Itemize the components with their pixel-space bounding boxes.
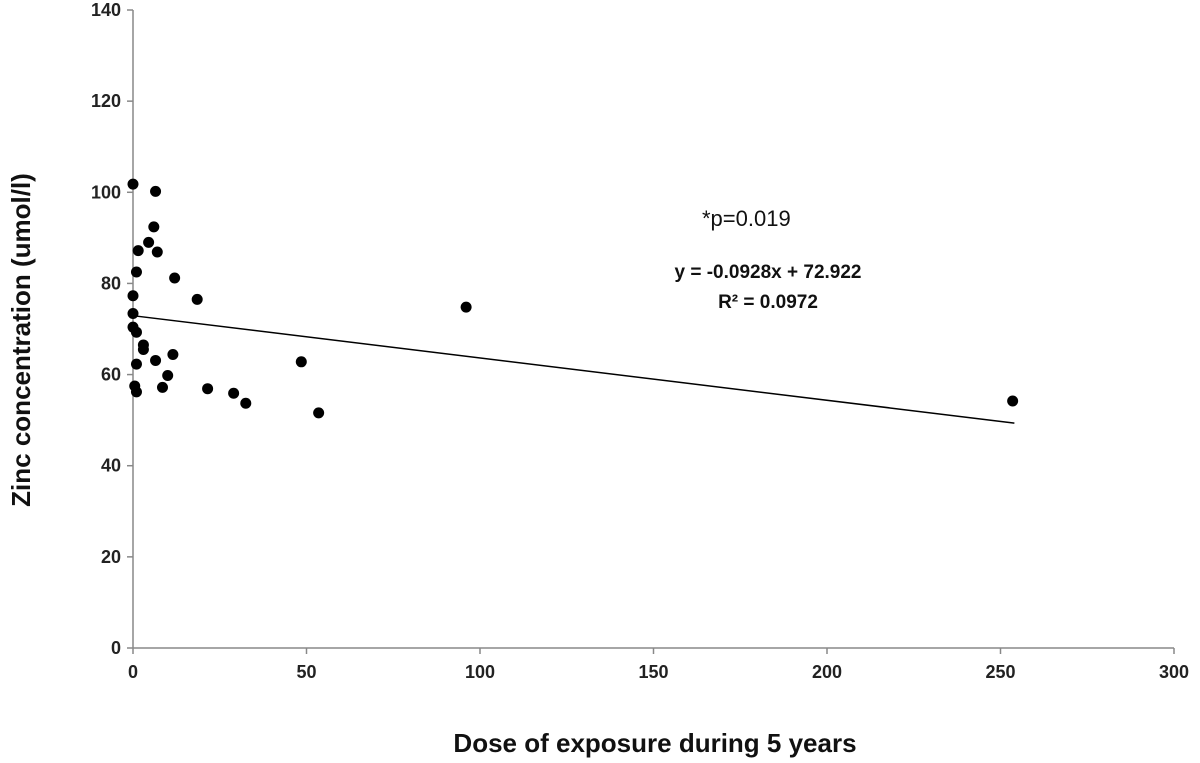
x-tick-label: 300 (1159, 662, 1189, 682)
y-tick-label: 0 (111, 638, 121, 658)
x-tick-label: 250 (985, 662, 1015, 682)
data-point (127, 178, 139, 190)
x-ticks: 0 50 100 150 200 250 300 (128, 648, 1189, 682)
data-point (127, 290, 139, 302)
data-point (132, 245, 144, 257)
data-point (202, 383, 214, 395)
y-tick-label: 40 (101, 456, 121, 476)
x-tick-label: 50 (296, 662, 316, 682)
r-squared-annotation: R² = 0.0972 (718, 292, 818, 313)
data-point (240, 397, 252, 409)
data-point (127, 308, 139, 320)
data-point (143, 236, 155, 248)
data-point (150, 185, 162, 197)
p-value-annotation: *p=0.019 (702, 206, 791, 231)
data-point (460, 301, 472, 313)
regression-equation: y = -0.0928x + 72.922 (675, 262, 862, 283)
data-point (228, 387, 240, 399)
x-tick-label: 200 (812, 662, 842, 682)
data-point (162, 369, 174, 381)
data-point (130, 266, 142, 278)
data-point (137, 344, 149, 356)
trendline (132, 314, 1015, 424)
data-point (150, 354, 162, 366)
data-point (130, 358, 142, 370)
data-point (156, 381, 168, 393)
x-tick-label: 0 (128, 662, 138, 682)
y-tick-label: 140 (91, 0, 121, 20)
axes (132, 10, 1174, 649)
data-point (1007, 395, 1019, 407)
data-point (130, 386, 142, 398)
data-point (295, 356, 307, 368)
y-tick-label: 60 (101, 365, 121, 385)
data-points (127, 178, 1019, 419)
y-tick-label: 20 (101, 547, 121, 567)
y-tick-label: 120 (91, 91, 121, 111)
y-tick-label: 80 (101, 273, 121, 293)
y-axis-title: Zinc concentration (umol/l) (6, 173, 36, 507)
y-ticks: 0 20 40 60 80 100 120 140 (91, 0, 133, 658)
data-point (313, 407, 325, 419)
x-tick-label: 100 (465, 662, 495, 682)
x-tick-label: 150 (638, 662, 668, 682)
data-point (169, 272, 181, 284)
y-tick-label: 100 (91, 182, 121, 202)
data-point (151, 246, 163, 258)
x-axis-title: Dose of exposure during 5 years (453, 728, 856, 758)
data-point (191, 293, 203, 305)
data-point (148, 221, 160, 233)
data-point (167, 349, 179, 361)
data-point (130, 326, 142, 338)
